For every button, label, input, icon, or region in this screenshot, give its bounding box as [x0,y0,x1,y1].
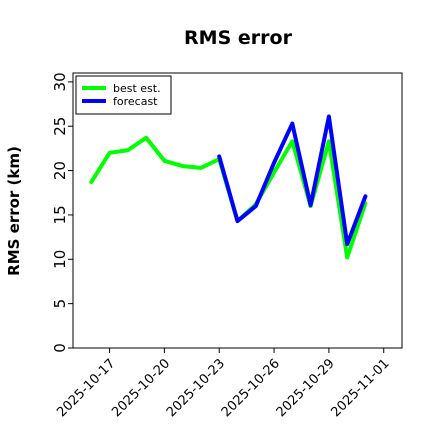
y-tick-label: 20 [51,161,69,180]
legend-label-1: forecast [113,95,158,108]
y-axis: 0 5 10 15 20 25 30 [51,72,73,353]
y-tick-label: 30 [51,72,69,91]
x-tick-label: 2025-10-23 [164,356,228,420]
y-tick-label: 5 [51,299,69,309]
legend-label-0: best est. [113,82,161,95]
y-tick-label: 10 [51,250,69,269]
series-line-1 [217,114,368,247]
plot-area-frame [72,72,403,349]
legend-box [75,75,172,115]
series-lines [89,114,368,260]
series-line-0 [89,135,368,260]
chart-title: RMS error [184,27,293,49]
x-tick-label: 2025-11-01 [328,356,392,420]
x-axis: 2025-10-172025-10-202025-10-232025-10-26… [54,348,393,420]
y-tick-label: 0 [51,343,69,353]
legend: best est.forecast [75,75,172,115]
y-tick-label: 15 [51,205,69,224]
y-axis-label: RMS error (km) [5,146,23,276]
y-tick-label: 25 [51,117,69,136]
